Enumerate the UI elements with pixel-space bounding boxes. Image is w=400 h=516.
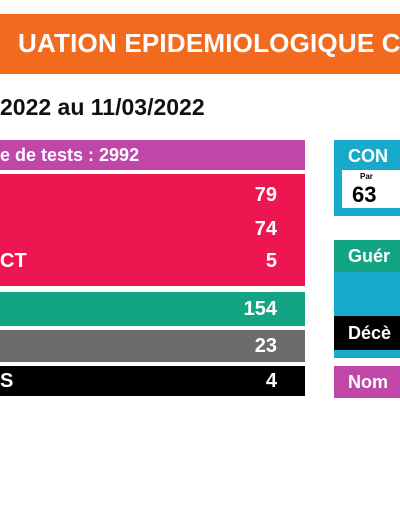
number-box: Nom — [334, 366, 400, 398]
number-label: Nom — [348, 372, 388, 392]
recovered-label: Guér — [348, 246, 391, 266]
deaths-box: Décè — [334, 316, 400, 350]
tests-label: e de tests : 2992 — [0, 145, 140, 165]
deaths-value-panel — [334, 350, 400, 358]
period-heading: 2022 au 11/03/2022 — [0, 94, 400, 128]
grey-row: 23 — [0, 330, 305, 362]
black-row-label: S — [0, 370, 14, 392]
recovered-box: Guér — [334, 240, 400, 272]
confirmed-box: CON Par 63 — [334, 140, 400, 216]
deaths-label: Décè — [348, 323, 392, 343]
green-row: 154 — [0, 292, 305, 326]
black-row: S 4 — [0, 366, 305, 396]
confirmed-sub-label: Par — [360, 172, 373, 181]
red-row-2-value: 74 — [254, 218, 277, 240]
banner-title: UATION EPIDEMIOLOGIQUE C — [18, 28, 400, 58]
grey-row-value: 23 — [254, 335, 277, 357]
tests-row: e de tests : 2992 — [0, 140, 305, 170]
confirmed-value-box: Par 63 — [342, 170, 400, 208]
red-block: 79 74 CT 5 — [0, 174, 305, 286]
green-row-value: 154 — [243, 298, 277, 320]
recovered-value-panel — [334, 272, 400, 316]
period-text: 2022 au 11/03/2022 — [0, 94, 205, 120]
red-row-3-value: 5 — [265, 250, 277, 272]
confirmed-value: 63 — [352, 182, 377, 207]
confirmed-label: CON — [348, 146, 388, 166]
red-row-3-label: CT — [0, 250, 27, 272]
red-row-1-value: 79 — [254, 184, 277, 206]
black-row-value: 4 — [265, 370, 277, 392]
title-banner: UATION EPIDEMIOLOGIQUE C — [0, 14, 400, 74]
